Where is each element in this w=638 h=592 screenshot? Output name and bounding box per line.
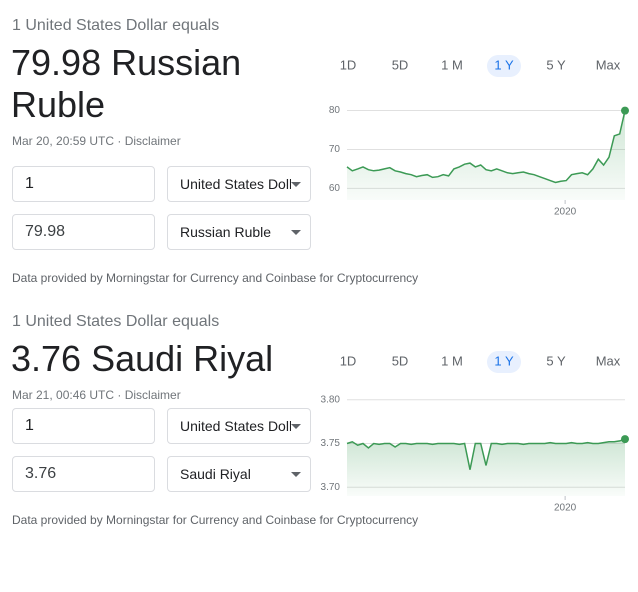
timestamp: Mar 20, 20:59 UTC (12, 134, 115, 148)
to-currency-select[interactable]: Russian Ruble (167, 214, 311, 250)
timestamp-line: Mar 21, 00:46 UTC · Disclaimer (12, 388, 181, 402)
currency-widget: 1 United States Dollar equals 79.98 Russi… (11, 17, 629, 285)
to-currency-select[interactable]: Saudi Riyal (167, 456, 311, 492)
x-tick-label: 2020 (554, 503, 577, 514)
area (347, 110, 625, 200)
range-button[interactable]: 5D (392, 353, 409, 368)
from-currency: United States Dollar (180, 176, 291, 192)
header: 1 United States Dollar equals (12, 313, 220, 330)
range-button[interactable]: 1 M (441, 353, 463, 368)
timestamp: Mar 21, 00:46 UTC (12, 388, 115, 402)
range-button[interactable]: 1D (340, 353, 357, 368)
range-button[interactable]: 5D (392, 57, 409, 72)
range-button[interactable]: Max (596, 353, 621, 368)
range-highlight (487, 351, 521, 373)
currency-results: 1 United States Dollar equals 79.98 Russi… (11, 17, 629, 527)
y-tick-label: 80 (329, 105, 341, 116)
to-currency: Russian Ruble (180, 224, 272, 240)
end-point (621, 106, 629, 115)
range-button[interactable]: Max (596, 57, 621, 72)
chart: 1D 5D 1 M 1 Y 5 Y Max 60 70 80 2020 (329, 55, 629, 218)
dropdown-arrow (291, 182, 301, 187)
from-currency-select[interactable]: United States Dollar (167, 166, 311, 202)
area (347, 439, 625, 496)
footer: Data provided by Morningstar for Currenc… (12, 271, 419, 285)
range-button[interactable]: 1D (340, 57, 357, 72)
to-currency: Saudi Riyal (180, 466, 251, 482)
header: 1 United States Dollar equals (12, 17, 220, 34)
range-button[interactable]: 5 Y (546, 57, 566, 72)
from-amount[interactable]: 1 (12, 166, 155, 202)
from-currency: United States Dollar (180, 418, 291, 434)
y-tick-label: 3.75 (321, 438, 341, 449)
range-button[interactable]: 1 M (441, 57, 463, 72)
timestamp-line: Mar 20, 20:59 UTC · Disclaimer (12, 134, 181, 148)
line (346, 438, 626, 470)
to-amount[interactable]: 3.76 (12, 456, 155, 492)
chart: 1D 5D 1 M 1 Y 5 Y Max 3.80 3.75 3.70 2020 (321, 351, 629, 514)
range-button[interactable]: 1 Y (494, 57, 514, 72)
disclaimer[interactable]: Disclaimer (124, 388, 181, 402)
dropdown-arrow (291, 230, 301, 235)
to-amount[interactable]: 79.98 (12, 214, 155, 250)
amount: 79.98 Russian Ruble (11, 42, 242, 125)
footer: Data provided by Morningstar for Currenc… (12, 513, 419, 527)
x-tick-label: 2020 (554, 207, 577, 218)
range-button[interactable]: 1 Y (494, 353, 514, 368)
separator: · (114, 134, 125, 148)
range-highlight (487, 55, 521, 77)
y-tick-label: 70 (329, 144, 341, 155)
end-point (621, 435, 629, 444)
from-amount[interactable]: 1 (12, 408, 155, 444)
y-tick-label: 3.70 (321, 482, 341, 493)
from-currency-select[interactable]: United States Dollar (167, 408, 311, 444)
y-tick-label: 3.80 (321, 394, 341, 405)
currency-widget: 1 United States Dollar equals 3.76 Saudi … (0, 296, 638, 592)
dropdown-arrow (291, 472, 301, 477)
range-button[interactable]: 5 Y (546, 353, 566, 368)
disclaimer[interactable]: Disclaimer (124, 134, 181, 148)
separator: · (114, 388, 125, 402)
line (346, 110, 626, 184)
amount: 3.76 Saudi Riyal (11, 338, 274, 379)
y-tick-label: 60 (329, 183, 341, 194)
dropdown-arrow (291, 424, 301, 429)
